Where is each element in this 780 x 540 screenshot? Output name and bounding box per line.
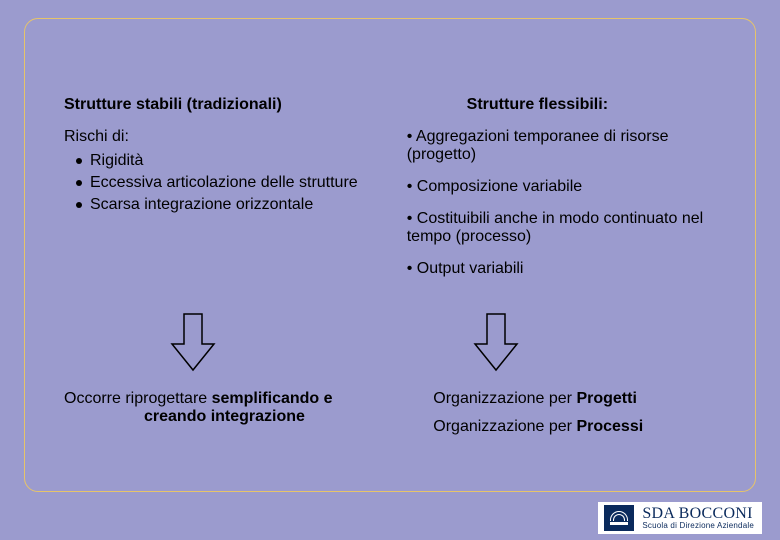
- list-item: • Aggregazioni temporanee di risorse (pr…: [407, 128, 728, 164]
- logo-text: SDA BOCCONI Scuola di Direzione Aziendal…: [642, 506, 754, 530]
- bottom-row: Occorre riprogettare semplificando e cre…: [64, 390, 728, 446]
- left-subheading: Rischi di:: [64, 128, 383, 146]
- footer-logo: SDA BOCCONI Scuola di Direzione Aziendal…: [598, 502, 762, 534]
- slide-content: Strutture stabili (tradizionali) Rischi …: [24, 18, 756, 492]
- bullet-icon: [76, 202, 82, 208]
- down-arrow-icon: [473, 312, 519, 372]
- bottom-right-text: Organizzazione per Progetti Organizzazio…: [433, 390, 728, 446]
- list-item: Scarsa integrazione orizzontale: [64, 196, 383, 214]
- bottom-left-text: Occorre riprogettare semplificando e cre…: [64, 390, 409, 446]
- list-item: • Composizione variabile: [407, 178, 728, 196]
- right-heading: Strutture flessibili:: [407, 96, 728, 114]
- arrows-row: [64, 312, 728, 372]
- column-right: Strutture flessibili: • Aggregazioni tem…: [407, 96, 728, 292]
- bullet-icon: [76, 180, 82, 186]
- column-left: Strutture stabili (tradizionali) Rischi …: [64, 96, 383, 292]
- bullet-icon: [76, 158, 82, 164]
- list-item: • Output variabili: [407, 260, 728, 278]
- left-heading: Strutture stabili (tradizionali): [64, 96, 383, 114]
- list-item: • Costituibili anche in modo continuato …: [407, 210, 728, 246]
- list-item: Rigidità: [64, 152, 383, 170]
- list-item: Eccessiva articolazione delle strutture: [64, 174, 383, 192]
- down-arrow-icon: [170, 312, 216, 372]
- logo-badge-icon: [604, 505, 634, 531]
